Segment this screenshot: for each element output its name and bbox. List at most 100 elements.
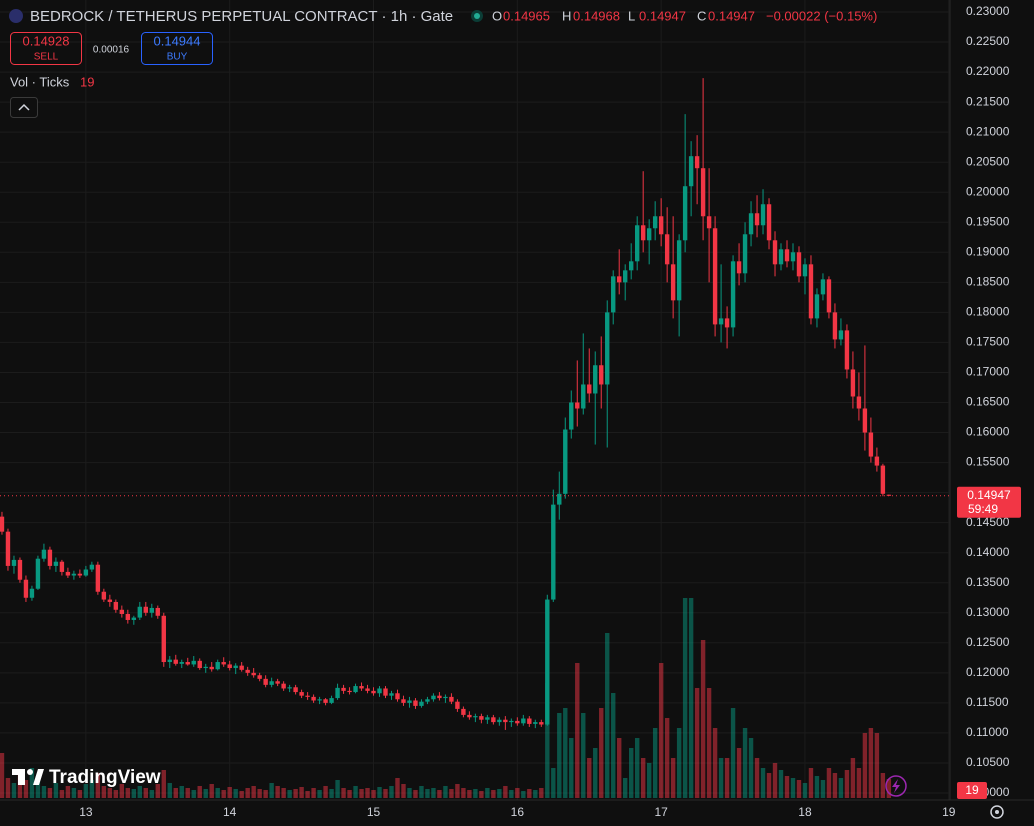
- volume-bar: [664, 718, 670, 798]
- y-tick-label: 0.14000: [966, 545, 1010, 559]
- y-tick-label: 0.16000: [966, 425, 1010, 439]
- candle-body: [263, 678, 268, 685]
- candle-body: [89, 564, 95, 570]
- volume-bar: [425, 789, 430, 798]
- volume-bar: [658, 663, 664, 798]
- y-tick-label: 0.23000: [966, 4, 1010, 18]
- volume-bar: [581, 713, 586, 798]
- volume-bar: [119, 784, 125, 798]
- volume-bar: [185, 788, 190, 798]
- volume-bar: [419, 786, 424, 798]
- volume-bar: [730, 708, 736, 798]
- candle-body: [874, 456, 880, 466]
- volume-bar: [239, 791, 244, 798]
- volume-bar: [275, 786, 280, 798]
- volume-bar: [347, 790, 352, 798]
- y-tick-label: 0.18500: [966, 275, 1010, 289]
- volume-bar: [209, 784, 214, 798]
- volume-bar: [772, 763, 778, 798]
- candle-body: [401, 699, 406, 703]
- volume-bar: [844, 770, 850, 798]
- volume-bar: [593, 748, 598, 798]
- volume-bar: [605, 633, 610, 798]
- volume-bar: [323, 786, 328, 798]
- candle-body: [77, 573, 83, 576]
- volume-bar: [497, 789, 502, 798]
- collapse-button[interactable]: [10, 97, 38, 118]
- candle-body: [826, 279, 832, 313]
- y-tick-label: 0.21500: [966, 94, 1010, 108]
- y-tick-label: 0.14500: [966, 515, 1010, 529]
- volume-bar: [623, 778, 628, 798]
- candle-body: [425, 699, 430, 702]
- candle-body: [479, 716, 484, 720]
- volume-bar: [862, 733, 868, 798]
- candle-body: [443, 696, 448, 699]
- candle-body: [718, 318, 724, 325]
- volume-bar: [676, 728, 682, 798]
- ohlc-label: C: [697, 8, 706, 23]
- y-tick-label: 0.13000: [966, 605, 1010, 619]
- candle-body: [143, 606, 148, 613]
- volume-bar: [796, 780, 802, 798]
- candle-body: [137, 606, 143, 618]
- candle-body: [215, 662, 220, 670]
- brand-logo: TradingView: [12, 767, 161, 788]
- candle-body: [71, 573, 77, 576]
- volume-bar: [521, 791, 526, 798]
- volume-bar: [479, 791, 484, 798]
- volume-bar: [551, 768, 556, 798]
- volume-bar: [491, 790, 496, 798]
- candle-body: [670, 264, 676, 301]
- sell-button[interactable]: [10, 32, 82, 65]
- candle-body: [269, 681, 274, 685]
- candle-body: [503, 719, 508, 723]
- volume-bar: [35, 776, 41, 798]
- volume-bar: [485, 788, 490, 798]
- volume-bar: [808, 768, 814, 798]
- volume-bar: [545, 683, 550, 798]
- candle-body: [155, 607, 160, 616]
- volume-bar: [712, 728, 718, 798]
- logo-bar: [18, 769, 25, 785]
- volume-bar: [850, 758, 856, 798]
- candle-body: [569, 402, 574, 430]
- candle-body: [880, 465, 886, 494]
- candle-body: [611, 276, 616, 313]
- y-tick-label: 0.11500: [966, 695, 1009, 709]
- candle-body: [593, 365, 598, 394]
- x-tick-label: 19: [942, 805, 956, 819]
- candle-body: [557, 493, 562, 505]
- candle-body: [742, 234, 748, 274]
- buy-button[interactable]: [141, 32, 213, 65]
- volume-bar: [575, 663, 580, 798]
- volume-bar: [143, 788, 148, 798]
- lightning-button[interactable]: [885, 775, 907, 797]
- volume-bar: [742, 728, 748, 798]
- candle-body: [748, 213, 754, 235]
- candle-body: [167, 659, 172, 663]
- x-tick-label: 16: [511, 805, 525, 819]
- settings-button[interactable]: [990, 805, 1004, 819]
- candle-body: [712, 228, 718, 325]
- candle-body: [575, 402, 580, 409]
- volume-bar: [401, 784, 406, 798]
- volume-bar: [461, 788, 466, 798]
- candle-body: [41, 549, 47, 559]
- candle-body: [233, 665, 238, 669]
- buy-label: BUY: [167, 52, 188, 63]
- ohlc-label: O: [492, 8, 502, 23]
- candle-body: [599, 365, 604, 385]
- candle-body: [617, 276, 622, 283]
- y-tick-label: 0.13500: [966, 575, 1010, 589]
- y-tick-label: 0.19500: [966, 214, 1010, 228]
- volume-bar: [724, 758, 730, 798]
- volume-bar: [23, 780, 29, 798]
- volume-bar: [820, 780, 826, 798]
- candle-body: [467, 714, 472, 718]
- candle-body: [778, 249, 784, 265]
- candle-body: [257, 675, 262, 679]
- candle-body: [419, 701, 424, 706]
- candle-body: [305, 695, 310, 697]
- y-tick-label: 0.20500: [966, 154, 1010, 168]
